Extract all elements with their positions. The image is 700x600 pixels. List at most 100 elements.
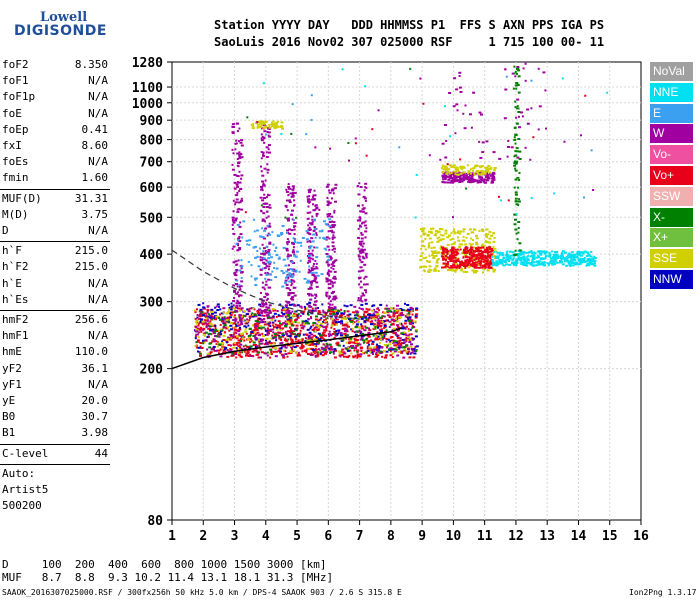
echo-dot [272,315,275,318]
echo-dot [255,277,258,280]
echo-dot [426,233,430,236]
echo-dot [456,176,459,179]
echo-dot [313,226,316,228]
echo-dot [258,314,262,317]
echo-dot [312,258,314,261]
echo-dot [311,311,314,313]
echo-dot [332,352,335,355]
echo-dot [364,199,367,202]
echo-dot [287,183,290,186]
echo-dot [311,328,314,331]
echo-dot [486,228,489,231]
echo-dot [231,216,235,219]
echo-dot [285,206,288,209]
echo-dot [341,317,344,320]
echo-dot [424,248,427,251]
echo-dot [291,185,295,188]
echo-dot [439,248,443,251]
echo-dot [310,317,313,320]
echo-dot [434,250,437,253]
legend-item-sse: SSE [650,249,693,269]
echo-dot [493,167,496,170]
echo-dot [440,255,443,258]
echo-dot [286,241,290,243]
echo-dot [213,330,216,333]
echo-dot [237,339,241,342]
echo-dot [448,266,452,269]
echo-dot [263,262,267,265]
echo-dot [264,352,268,355]
echo-dot [268,262,272,265]
echo-dot [356,356,359,359]
echo-dot [267,131,271,134]
param-key: yF2 [2,361,22,375]
echo-dot [476,270,479,273]
echo-dot [256,121,259,124]
echo-dot [434,230,438,232]
param-row-hmf1: hmF1 N/A [2,329,108,345]
echo-dot [320,317,323,320]
echo-dot [236,185,240,188]
echo-dot [364,186,367,189]
echo-dot [428,230,431,233]
echo-dot [450,266,454,269]
echo-dot [431,254,433,257]
echo-dot [403,322,407,325]
echo-dot [359,225,363,228]
echo-dot [228,337,232,340]
echo-dot [328,191,332,194]
echo-dot [359,338,363,341]
echo-dot [469,181,472,184]
echo-dot [231,228,234,230]
echo-dot [363,248,366,251]
echo-dot [530,263,533,265]
echo-dot [308,305,311,308]
echo-dot [239,314,242,317]
echo-dot [372,346,376,349]
echo-dot [212,340,216,343]
echo-dot [195,320,199,323]
echo-dot [380,338,382,341]
echo-dot [462,270,466,273]
echo-dot [507,146,510,148]
echo-dot [264,179,267,182]
echo-dot [374,313,376,316]
echo-dot [327,302,330,305]
echo-dot [290,297,294,300]
echo-dot [392,313,396,316]
echo-dot [451,181,455,184]
echo-dot [555,255,559,257]
echo-dot [263,130,267,133]
echo-dot [555,253,559,256]
echo-dot [268,304,272,307]
echo-dot [330,306,333,309]
echo-dot [227,303,230,306]
echo-dot [377,324,381,327]
echo-dot [314,277,318,280]
echo-dot [328,330,331,333]
echo-dot [405,337,409,339]
echo-dot [293,254,297,257]
legend-item-ssw: SSW [650,186,693,206]
echo-dot [292,268,296,271]
echo-dot [248,319,251,322]
echo-dot [503,117,507,120]
echo-dot [388,340,391,343]
echo-dot [555,261,559,264]
echo-dot [449,254,452,257]
echo-dot [262,153,265,156]
echo-dot [258,340,261,343]
echo-dot [265,216,268,219]
echo-dot [264,328,267,331]
echo-dot [262,247,266,250]
echo-dot [287,187,290,190]
echo-dot [343,311,346,314]
echo-dot [452,164,456,167]
echo-dot [264,283,268,286]
echo-dot [532,254,535,257]
echo-dot [249,307,253,310]
echo-dot [564,260,567,263]
echo-dot [208,332,212,335]
echo-dot [203,319,207,322]
echo-dot [381,336,384,339]
